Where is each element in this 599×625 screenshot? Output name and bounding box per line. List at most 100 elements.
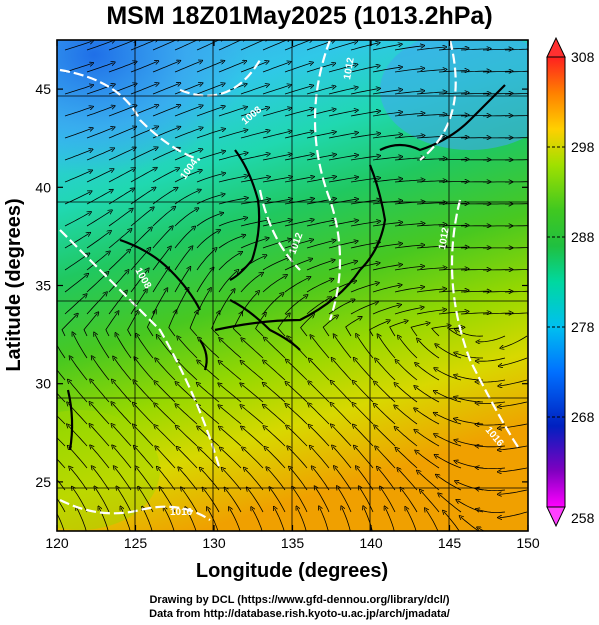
streamline [64, 64, 92, 73]
streamline [57, 369, 66, 381]
streamline [105, 312, 118, 337]
streamline [115, 467, 132, 491]
streamline [284, 259, 311, 271]
streamline [394, 158, 423, 161]
streamline [416, 451, 440, 469]
streamline [93, 357, 110, 381]
streamline [342, 508, 351, 531]
streamline [284, 109, 312, 117]
streamline [350, 89, 379, 95]
streamline [57, 392, 66, 403]
streamline [372, 285, 400, 293]
streamline [394, 266, 423, 271]
streamline [218, 253, 241, 271]
colorbar-tick-label: 308 [571, 49, 595, 65]
y-axis-label: Latitude (degrees) [3, 198, 25, 371]
streamline [438, 71, 467, 73]
isobars [59, 40, 521, 521]
streamline [460, 291, 489, 292]
streamline [284, 132, 312, 139]
streamline [196, 269, 213, 293]
streamline [332, 382, 352, 403]
streamline [284, 40, 311, 51]
colorbar: 308 298 288 278 268 258 [546, 36, 595, 528]
streamline [310, 426, 330, 447]
streamline [372, 222, 401, 227]
streamline [415, 409, 440, 425]
streamline [444, 512, 460, 531]
streamline [499, 401, 528, 407]
streamline [223, 469, 242, 491]
streamline [357, 467, 374, 491]
streamline [86, 273, 107, 293]
streamline [178, 448, 198, 469]
streamline [155, 404, 176, 425]
streamline [152, 169, 178, 183]
streamline [372, 265, 401, 271]
streamline [155, 382, 176, 403]
streamline [436, 345, 462, 359]
streamline [262, 294, 282, 315]
streamline [86, 41, 113, 51]
streamline [242, 427, 264, 447]
streamline [416, 387, 440, 403]
streamline [73, 488, 88, 513]
streamline [288, 447, 308, 469]
streamline [174, 61, 201, 73]
streamline [381, 488, 396, 513]
streamline [438, 312, 467, 315]
streamline [242, 339, 264, 359]
streamline [198, 361, 220, 381]
streamline [378, 468, 396, 491]
streamline [189, 312, 197, 337]
x-tick-label: 120 [45, 535, 69, 551]
streamline [152, 208, 174, 227]
streamline [174, 106, 201, 117]
streamline [477, 468, 506, 469]
streamline [196, 107, 223, 117]
streamline [504, 290, 528, 293]
streamline [199, 448, 220, 469]
streamline [168, 312, 176, 337]
streamline [333, 447, 352, 469]
streamline [156, 359, 176, 381]
streamline [108, 40, 135, 51]
streamline [350, 156, 379, 161]
streamline [95, 488, 110, 513]
x-axis-label: Longitude (degrees) [196, 560, 388, 582]
streamline [152, 61, 179, 73]
streamline [108, 106, 135, 117]
streamline [372, 135, 401, 139]
streamline [64, 213, 90, 227]
y-tick-label: 30 [35, 376, 51, 392]
streamline [70, 468, 88, 491]
streamline [116, 334, 132, 359]
streamline [372, 157, 401, 161]
streamline [86, 128, 113, 139]
streamline [136, 468, 154, 491]
streamline [502, 335, 528, 348]
x-tick-label: 130 [202, 535, 226, 551]
streamline [397, 361, 418, 381]
streamline [57, 508, 65, 531]
streamline [262, 240, 290, 249]
streamline [396, 384, 418, 403]
streamline [328, 110, 356, 117]
streamline [86, 63, 113, 73]
streamline [77, 508, 87, 531]
streamline [134, 426, 154, 447]
streamline [218, 218, 246, 227]
streamline [143, 508, 153, 531]
streamline [284, 63, 312, 73]
map-title: MSM 18Z01May2025 (1013.2hPa) [106, 2, 493, 30]
streamline [264, 384, 286, 403]
streamline [328, 42, 356, 51]
streamline [220, 406, 242, 425]
streamline [418, 340, 440, 359]
streamline [255, 314, 265, 337]
streamline [113, 447, 132, 469]
streamline [174, 247, 192, 271]
streamline [328, 300, 353, 315]
streamline [174, 228, 194, 249]
streamline [152, 188, 176, 205]
